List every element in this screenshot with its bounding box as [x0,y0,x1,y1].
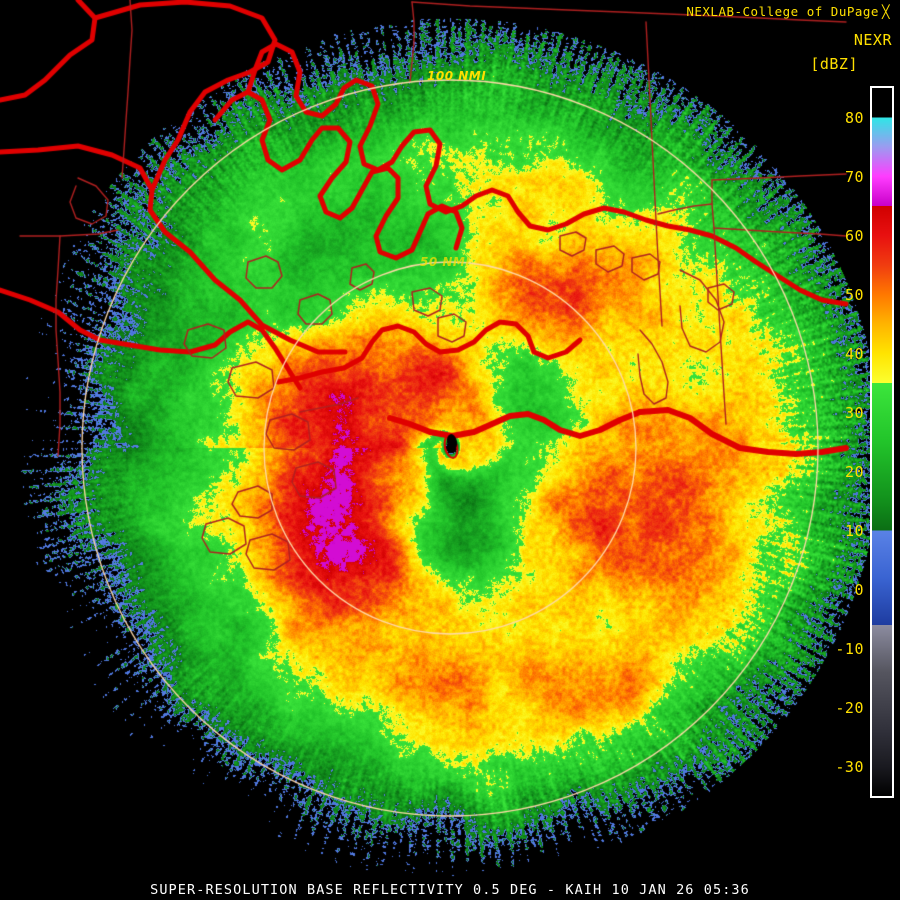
colorbar-tick-80: 80 [844,108,864,127]
colorbar-tick-40: 40 [844,344,864,363]
colorbar-tick-50: 50 [844,285,864,304]
range-ring-label-50: 50 NMI [420,255,471,269]
colorbar[interactable] [870,86,894,798]
colorbar-tick-neg30: -30 [835,757,864,776]
colorbar-tick-60: 60 [844,226,864,245]
flag-icon: ╳ [881,4,890,19]
attribution-header: NEXLAB-College of DuPage ╳ [686,4,890,19]
range-ring-label-100: 100 NMI [427,69,487,83]
colorbar-tick-10: 10 [844,521,864,540]
colorbar-tick-neg10: -10 [835,639,864,658]
colorbar-tick-30: 30 [844,403,864,422]
status-bar: SUPER-RESOLUTION BASE REFLECTIVITY 0.5 D… [150,882,750,898]
colorbar-tick-0: 0 [854,580,864,599]
product-code-label: NEXR [853,31,892,49]
colorbar-unit-label: [dBZ] [810,55,858,73]
colorbar-border [870,86,894,798]
colorbar-tick-neg20: -20 [835,698,864,717]
colorbar-gradient [872,88,892,796]
attribution-text: NEXLAB-College of DuPage [686,4,879,19]
colorbar-tick-20: 20 [844,462,864,481]
colorbar-tick-70: 70 [844,167,864,186]
